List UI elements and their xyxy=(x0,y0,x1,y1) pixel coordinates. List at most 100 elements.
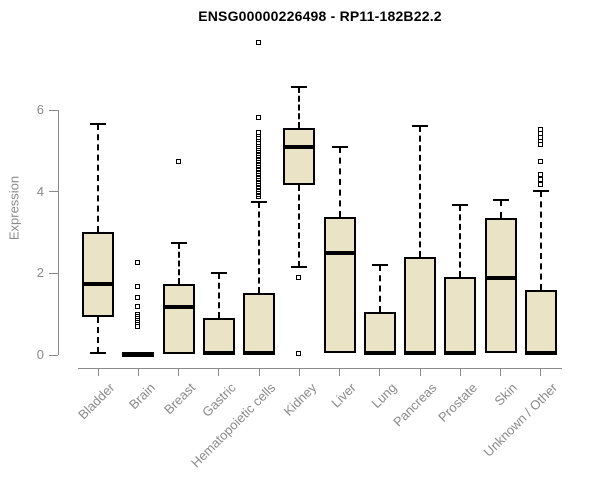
outlier-point xyxy=(256,129,262,135)
outlier-point xyxy=(296,274,302,280)
whisker-upper xyxy=(258,201,261,293)
box xyxy=(484,217,517,353)
x-tick xyxy=(298,368,300,376)
outlier-point xyxy=(135,260,141,266)
whisker-upper xyxy=(499,199,502,218)
whisker-lower xyxy=(298,185,301,267)
whisker-upper xyxy=(419,125,422,257)
outlier-point xyxy=(296,351,302,357)
x-tick xyxy=(419,368,421,376)
x-tick xyxy=(459,368,461,376)
outlier-point xyxy=(135,303,141,309)
x-axis-label: Breast xyxy=(160,380,199,418)
box xyxy=(162,283,195,355)
whisker-upper xyxy=(378,265,381,313)
whisker-upper xyxy=(97,123,99,233)
median-line xyxy=(283,144,316,149)
y-tick-label: 2 xyxy=(36,265,44,281)
whisker-cap-upper xyxy=(412,124,429,127)
box xyxy=(363,312,396,355)
x-axis-label: Liver xyxy=(328,380,360,411)
x-axis-label: Unknown / Other xyxy=(481,380,561,460)
whisker-upper xyxy=(539,190,542,291)
whisker-upper xyxy=(338,146,341,217)
chart-title: ENSG00000226498 - RP11-182B22.2 xyxy=(198,8,442,24)
whisker-cap-lower xyxy=(291,265,308,268)
x-tick xyxy=(258,368,260,376)
median-line xyxy=(323,250,356,255)
median-line xyxy=(363,350,396,355)
whisker-upper xyxy=(298,86,301,128)
whisker-lower xyxy=(97,317,99,353)
median-line xyxy=(82,281,114,286)
median-line xyxy=(404,350,437,355)
outlier-point xyxy=(537,171,543,177)
y-tick-label: 4 xyxy=(36,183,44,199)
x-tick xyxy=(540,368,542,376)
median-line xyxy=(122,351,155,356)
x-tick xyxy=(97,368,99,376)
box xyxy=(524,290,557,355)
x-axis-line xyxy=(78,368,562,369)
outlier-point xyxy=(175,158,181,164)
median-line xyxy=(162,304,195,309)
whisker-cap-upper xyxy=(492,198,509,201)
whisker-cap-lower xyxy=(90,351,106,354)
x-axis-label: Skin xyxy=(491,380,521,409)
x-axis-label: Bladder xyxy=(75,380,118,423)
median-line xyxy=(484,275,517,280)
y-tick xyxy=(49,109,58,111)
whisker-cap-upper xyxy=(452,204,469,207)
whisker-upper xyxy=(459,205,462,277)
whisker-cap-upper xyxy=(251,200,268,203)
outlier-point xyxy=(537,176,543,182)
x-tick xyxy=(500,368,502,376)
x-tick xyxy=(178,368,180,376)
x-axis-label: Kidney xyxy=(280,380,319,419)
median-line xyxy=(243,350,276,355)
y-tick-label: 0 xyxy=(36,347,44,362)
x-tick xyxy=(339,368,341,376)
whisker-upper xyxy=(177,243,180,284)
whisker-cap-upper xyxy=(331,145,348,148)
y-tick xyxy=(49,191,58,193)
x-axis-label: Lung xyxy=(368,380,400,412)
x-axis-label: Pancreas xyxy=(390,380,440,430)
box xyxy=(283,127,316,186)
box xyxy=(202,317,235,355)
box xyxy=(243,292,276,355)
x-axis-label: Prostate xyxy=(435,380,481,425)
outlier-point xyxy=(256,115,262,121)
median-line xyxy=(202,350,235,355)
whisker-cap-upper xyxy=(90,122,106,125)
y-tick-label: 6 xyxy=(36,102,44,118)
outlier-point xyxy=(537,142,543,148)
box xyxy=(404,257,437,355)
outlier-point xyxy=(537,182,543,188)
x-tick xyxy=(379,368,381,376)
x-tick xyxy=(218,368,220,376)
outlier-point xyxy=(135,323,141,329)
y-tick xyxy=(49,354,58,356)
median-line xyxy=(444,350,477,355)
whisker-cap-upper xyxy=(170,242,187,245)
outlier-point xyxy=(135,283,141,289)
median-line xyxy=(524,350,557,355)
whisker-cap-upper xyxy=(371,264,388,267)
x-tick xyxy=(137,368,139,376)
y-tick xyxy=(49,272,58,274)
outlier-point xyxy=(256,40,262,46)
whisker-cap-upper xyxy=(532,189,549,192)
x-axis-label: Brain xyxy=(125,380,158,413)
outlier-point xyxy=(135,294,141,300)
box xyxy=(323,216,356,353)
box xyxy=(444,277,477,355)
box xyxy=(82,232,114,318)
y-axis-line xyxy=(58,110,59,355)
whisker-cap-upper xyxy=(210,271,227,274)
whisker-upper xyxy=(217,272,220,318)
outlier-point xyxy=(537,158,543,164)
whisker-cap-upper xyxy=(291,85,308,88)
